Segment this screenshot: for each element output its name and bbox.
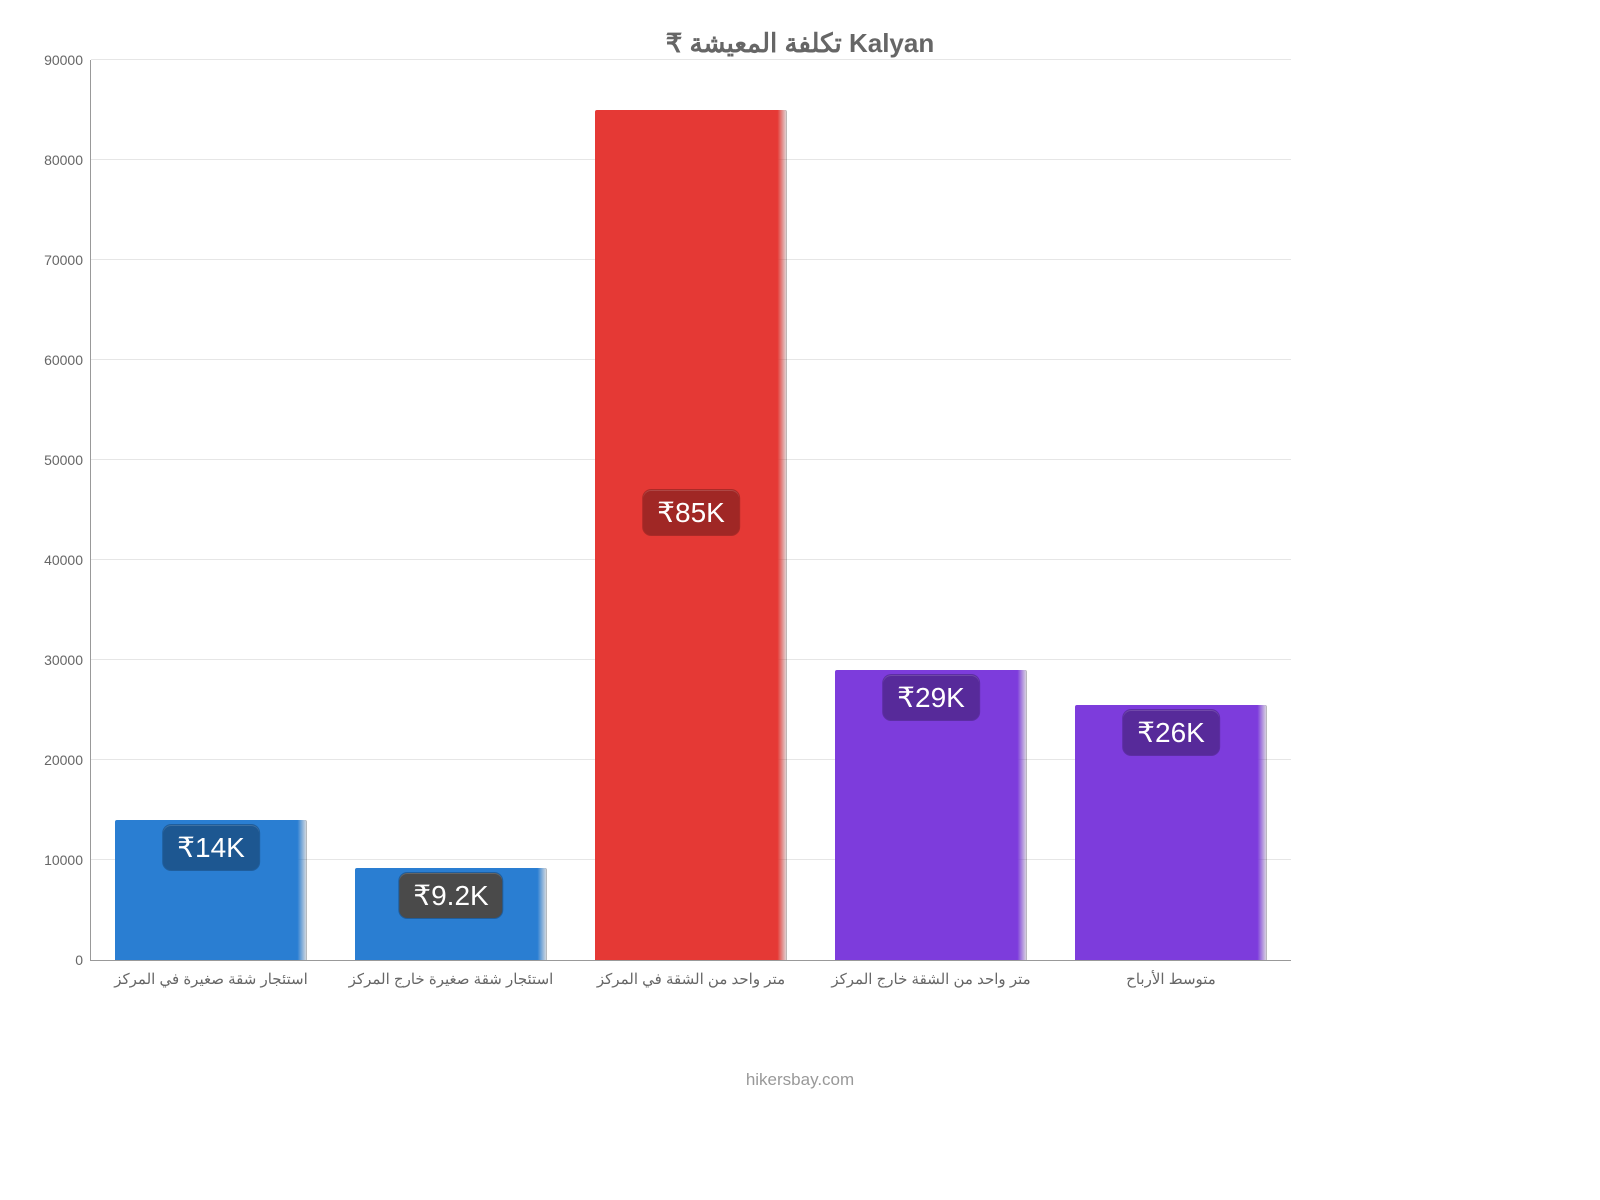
- bar-group: ₹85Kمتر واحد من الشقة في المركز: [571, 60, 811, 960]
- ytick-label: 40000: [44, 552, 91, 568]
- xtick-label: متوسط الأرباح: [1051, 960, 1291, 988]
- ytick-label: 90000: [44, 52, 91, 68]
- value-badge: ₹14K: [163, 825, 259, 870]
- xtick-label: متر واحد من الشقة في المركز: [571, 960, 811, 988]
- value-badge: ₹9.2K: [399, 873, 502, 918]
- value-badge: ₹85K: [643, 490, 739, 535]
- chart-title: ₹ تكلفة المعيشة Kalyan: [0, 28, 1600, 59]
- bar-group: ₹29Kمتر واحد من الشقة خارج المركز: [811, 60, 1051, 960]
- value-badge: ₹26K: [1123, 710, 1219, 755]
- bar-group: ₹9.2Kاستئجار شقة صغيرة خارج المركز: [331, 60, 571, 960]
- xtick-label: متر واحد من الشقة خارج المركز: [811, 960, 1051, 988]
- ytick-label: 20000: [44, 752, 91, 768]
- ytick-label: 30000: [44, 652, 91, 668]
- ytick-label: 70000: [44, 252, 91, 268]
- xtick-label: استئجار شقة صغيرة في المركز: [91, 960, 331, 988]
- ytick-label: 80000: [44, 152, 91, 168]
- bar-group: ₹26Kمتوسط الأرباح: [1051, 60, 1291, 960]
- ytick-label: 0: [75, 952, 91, 968]
- bar-group: ₹14Kاستئجار شقة صغيرة في المركز: [91, 60, 331, 960]
- ytick-label: 50000: [44, 452, 91, 468]
- ytick-label: 10000: [44, 852, 91, 868]
- xtick-label: استئجار شقة صغيرة خارج المركز: [331, 960, 571, 988]
- chart-container: ₹ تكلفة المعيشة Kalyan 01000020000300004…: [0, 0, 1600, 1200]
- ytick-label: 60000: [44, 352, 91, 368]
- chart-plot-area: 0100002000030000400005000060000700008000…: [90, 60, 1291, 961]
- bar: [595, 110, 787, 960]
- value-badge: ₹29K: [883, 675, 979, 720]
- watermark: hikersbay.com: [0, 1070, 1600, 1090]
